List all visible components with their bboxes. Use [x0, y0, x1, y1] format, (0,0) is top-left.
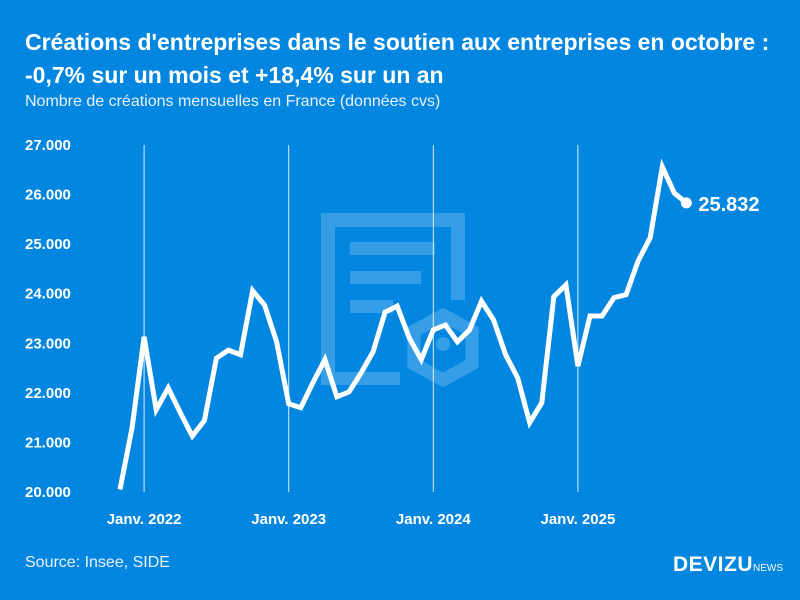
x-tick-label: Janv. 2022 [107, 511, 182, 528]
chart-title: Créations d'entreprises dans le soutien … [25, 29, 770, 88]
x-tick-label: Janv. 2023 [251, 511, 326, 528]
chart-subtitle: Nombre de créations mensuelles en France… [25, 93, 441, 110]
logo-suffix: NEWS [753, 563, 784, 574]
devizu-logo: DEVIZUNEWS [673, 553, 783, 577]
last-value-label: 25.832 [698, 194, 759, 216]
y-tick-label: 21.000 [25, 434, 71, 451]
y-tick-label: 22.000 [25, 385, 71, 402]
logo-main: DEVIZU [673, 553, 754, 576]
x-tick-label: Janv. 2025 [541, 511, 616, 528]
y-tick-label: 24.000 [25, 286, 71, 303]
y-tick-label: 27.000 [25, 137, 71, 154]
y-tick-label: 26.000 [25, 187, 71, 204]
y-tick-label: 25.000 [25, 236, 71, 253]
last-point-marker [680, 197, 692, 209]
y-tick-label: 20.000 [25, 484, 71, 501]
source-note: Source: Insee, SIDE [25, 554, 170, 571]
watermark-icon [321, 213, 479, 388]
x-tick-label: Janv. 2024 [396, 511, 471, 528]
y-tick-label: 23.000 [25, 335, 71, 352]
series-line [117, 158, 688, 490]
